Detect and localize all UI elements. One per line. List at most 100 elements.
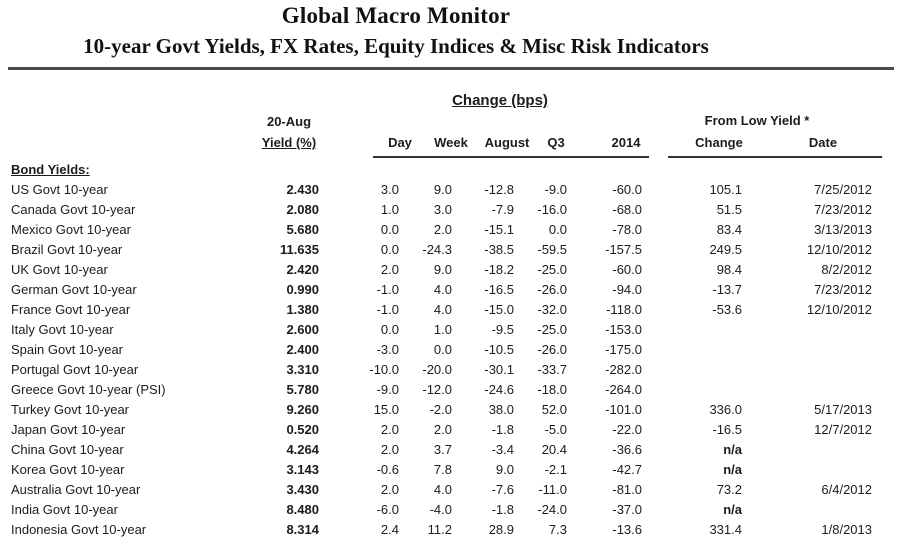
august-change-cell: -1.8 — [491, 422, 514, 437]
yield-column-header: 20-Aug Yield (%) — [244, 111, 334, 153]
from-low-date-cell — [742, 340, 872, 360]
august-change-cell: -16.5 — [484, 282, 514, 297]
row-label: Mexico Govt 10-year — [11, 222, 131, 237]
from-low-date-cell — [742, 460, 872, 480]
august-change-cell: 9.0 — [495, 462, 514, 477]
row-label: Indonesia Govt 10-year — [11, 522, 147, 537]
week-change-cell: 4.0 — [433, 282, 452, 297]
august-change-cell: -12.8 — [484, 182, 514, 197]
day-change-cell: 2.0 — [380, 482, 399, 497]
from-low-date-cell: 7/23/2012 — [814, 202, 872, 217]
day-change-cell: 0.0 — [380, 242, 399, 257]
ytd-2014-change-cell: -94.0 — [612, 282, 642, 297]
week-change-cell: 4.0 — [433, 482, 452, 497]
table-row: Korea Govt 10-year 3.143 -0.6 7.8 9.0 -2.1 -42… — [11, 460, 891, 480]
column-header-week: Week — [434, 135, 468, 150]
q3-change-cell: -5.0 — [544, 422, 567, 437]
from-low-change-cell: 105.1 — [709, 182, 742, 197]
week-change-cell: 7.8 — [433, 462, 452, 477]
from-low-change-cell — [642, 360, 742, 380]
week-change-cell: -4.0 — [429, 502, 452, 517]
title-divider — [8, 67, 894, 70]
week-change-cell: 3.7 — [433, 442, 452, 457]
table-row: China Govt 10-year 4.264 2.0 3.7 -3.4 20.4 -36… — [11, 440, 891, 460]
table-row: Turkey Govt 10-year 9.260 15.0 -2.0 38.0 52.0… — [11, 400, 891, 420]
yield-cell: 8.480 — [286, 502, 319, 517]
august-change-cell: -30.1 — [484, 362, 514, 377]
august-change-cell: -38.5 — [484, 242, 514, 257]
august-change-cell: -7.9 — [491, 202, 514, 217]
day-change-cell: -6.0 — [376, 502, 399, 517]
yield-cell: 3.143 — [286, 462, 319, 477]
august-change-cell: -18.2 — [484, 262, 514, 277]
column-header-q3: Q3 — [547, 135, 565, 150]
from-low-change-cell: 51.5 — [716, 202, 742, 217]
table-row: India Govt 10-year 8.480 -6.0 -4.0 -1.8 -24.0… — [11, 500, 891, 520]
yield-cell: 8.314 — [286, 522, 319, 537]
from-low-date-cell: 6/4/2012 — [821, 482, 872, 497]
column-header-from-low-change: Change — [695, 135, 743, 150]
yield-cell: 3.430 — [286, 482, 319, 497]
from-low-yield-group-header: From Low Yield * — [704, 113, 810, 128]
row-label: UK Govt 10-year — [11, 262, 108, 277]
ytd-2014-change-cell: -42.7 — [612, 462, 642, 477]
yield-cell: 2.080 — [286, 202, 319, 217]
day-change-cell: 15.0 — [373, 402, 399, 417]
week-change-cell: -12.0 — [422, 382, 452, 397]
from-low-change-cell — [642, 320, 742, 340]
table-row: Indonesia Govt 10-year 8.314 2.4 11.2 28.9 7.… — [11, 520, 891, 540]
q3-change-cell: -32.0 — [537, 302, 567, 317]
table-row: France Govt 10-year 1.380 -1.0 4.0 -15.0 -32.… — [11, 300, 891, 320]
from-low-date-cell — [742, 380, 872, 400]
row-label: Canada Govt 10-year — [11, 202, 136, 217]
q3-change-cell: -9.0 — [544, 182, 567, 197]
q3-change-cell: -24.0 — [537, 502, 567, 517]
august-change-cell: -10.5 — [484, 342, 514, 357]
table-row: Canada Govt 10-year 2.080 1.0 3.0 -7.9 -16.0 -… — [11, 200, 891, 220]
change-group-underline — [373, 156, 649, 158]
column-header-day: Day — [388, 135, 412, 150]
week-change-cell: 11.2 — [427, 522, 452, 537]
table-row: Australia Govt 10-year 3.430 2.0 4.0 -7.6 -11… — [11, 480, 891, 500]
day-change-cell: 2.0 — [380, 262, 399, 277]
yield-cell: 2.600 — [286, 322, 319, 337]
table-row: Italy Govt 10-year 2.600 0.0 1.0 -9.5 -25.0 -1… — [11, 320, 891, 340]
table-row: Spain Govt 10-year 2.400 -3.0 0.0 -10.5 -26.0… — [11, 340, 891, 360]
from-low-change-cell: -53.6 — [712, 302, 742, 317]
day-change-cell: 0.0 — [380, 222, 399, 237]
row-label: Turkey Govt 10-year — [11, 402, 130, 417]
yield-cell: 2.430 — [286, 182, 319, 197]
table-row: German Govt 10-year 0.990 -1.0 4.0 -16.5 -26.… — [11, 280, 891, 300]
row-label: France Govt 10-year — [11, 302, 131, 317]
page-subtitle: 10-year Govt Yields, FX Rates, Equity In… — [83, 34, 709, 58]
august-change-cell: 38.0 — [488, 402, 514, 417]
yield-cell: 5.680 — [286, 222, 319, 237]
yield-cell: 9.260 — [286, 402, 319, 417]
day-change-cell: -0.6 — [376, 462, 399, 477]
august-change-cell: -1.8 — [491, 502, 514, 517]
ytd-2014-change-cell: -22.0 — [612, 422, 642, 437]
q3-change-cell: 20.4 — [541, 442, 567, 457]
from-low-date-cell: 1/8/2013 — [821, 522, 872, 537]
q3-change-cell: -18.0 — [537, 382, 567, 397]
day-change-cell: -10.0 — [369, 362, 399, 377]
ytd-2014-change-cell: -282.0 — [605, 362, 642, 377]
week-change-cell: -2.0 — [429, 402, 452, 417]
row-label: Italy Govt 10-year — [11, 322, 114, 337]
table-row: Portugal Govt 10-year 3.310 -10.0 -20.0 -30.… — [11, 360, 891, 380]
yield-cell: 3.310 — [286, 362, 319, 377]
from-low-date-cell: 7/23/2012 — [814, 282, 872, 297]
from-low-date-cell — [742, 320, 872, 340]
from-low-change-cell: n/a — [723, 442, 742, 457]
from-low-date-cell: 8/2/2012 — [821, 262, 872, 277]
from-low-group-underline — [668, 156, 882, 158]
q3-change-cell: -25.0 — [537, 262, 567, 277]
yield-header-unit: Yield (%) — [261, 135, 317, 150]
ytd-2014-change-cell: -157.5 — [605, 242, 642, 257]
day-change-cell: 0.0 — [380, 322, 399, 337]
table-row: Brazil Govt 10-year 11.635 0.0 -24.3 -38.5 -5… — [11, 240, 891, 260]
yield-cell: 0.520 — [286, 422, 319, 437]
august-change-cell: -24.6 — [484, 382, 514, 397]
from-low-change-cell: 83.4 — [716, 222, 742, 237]
